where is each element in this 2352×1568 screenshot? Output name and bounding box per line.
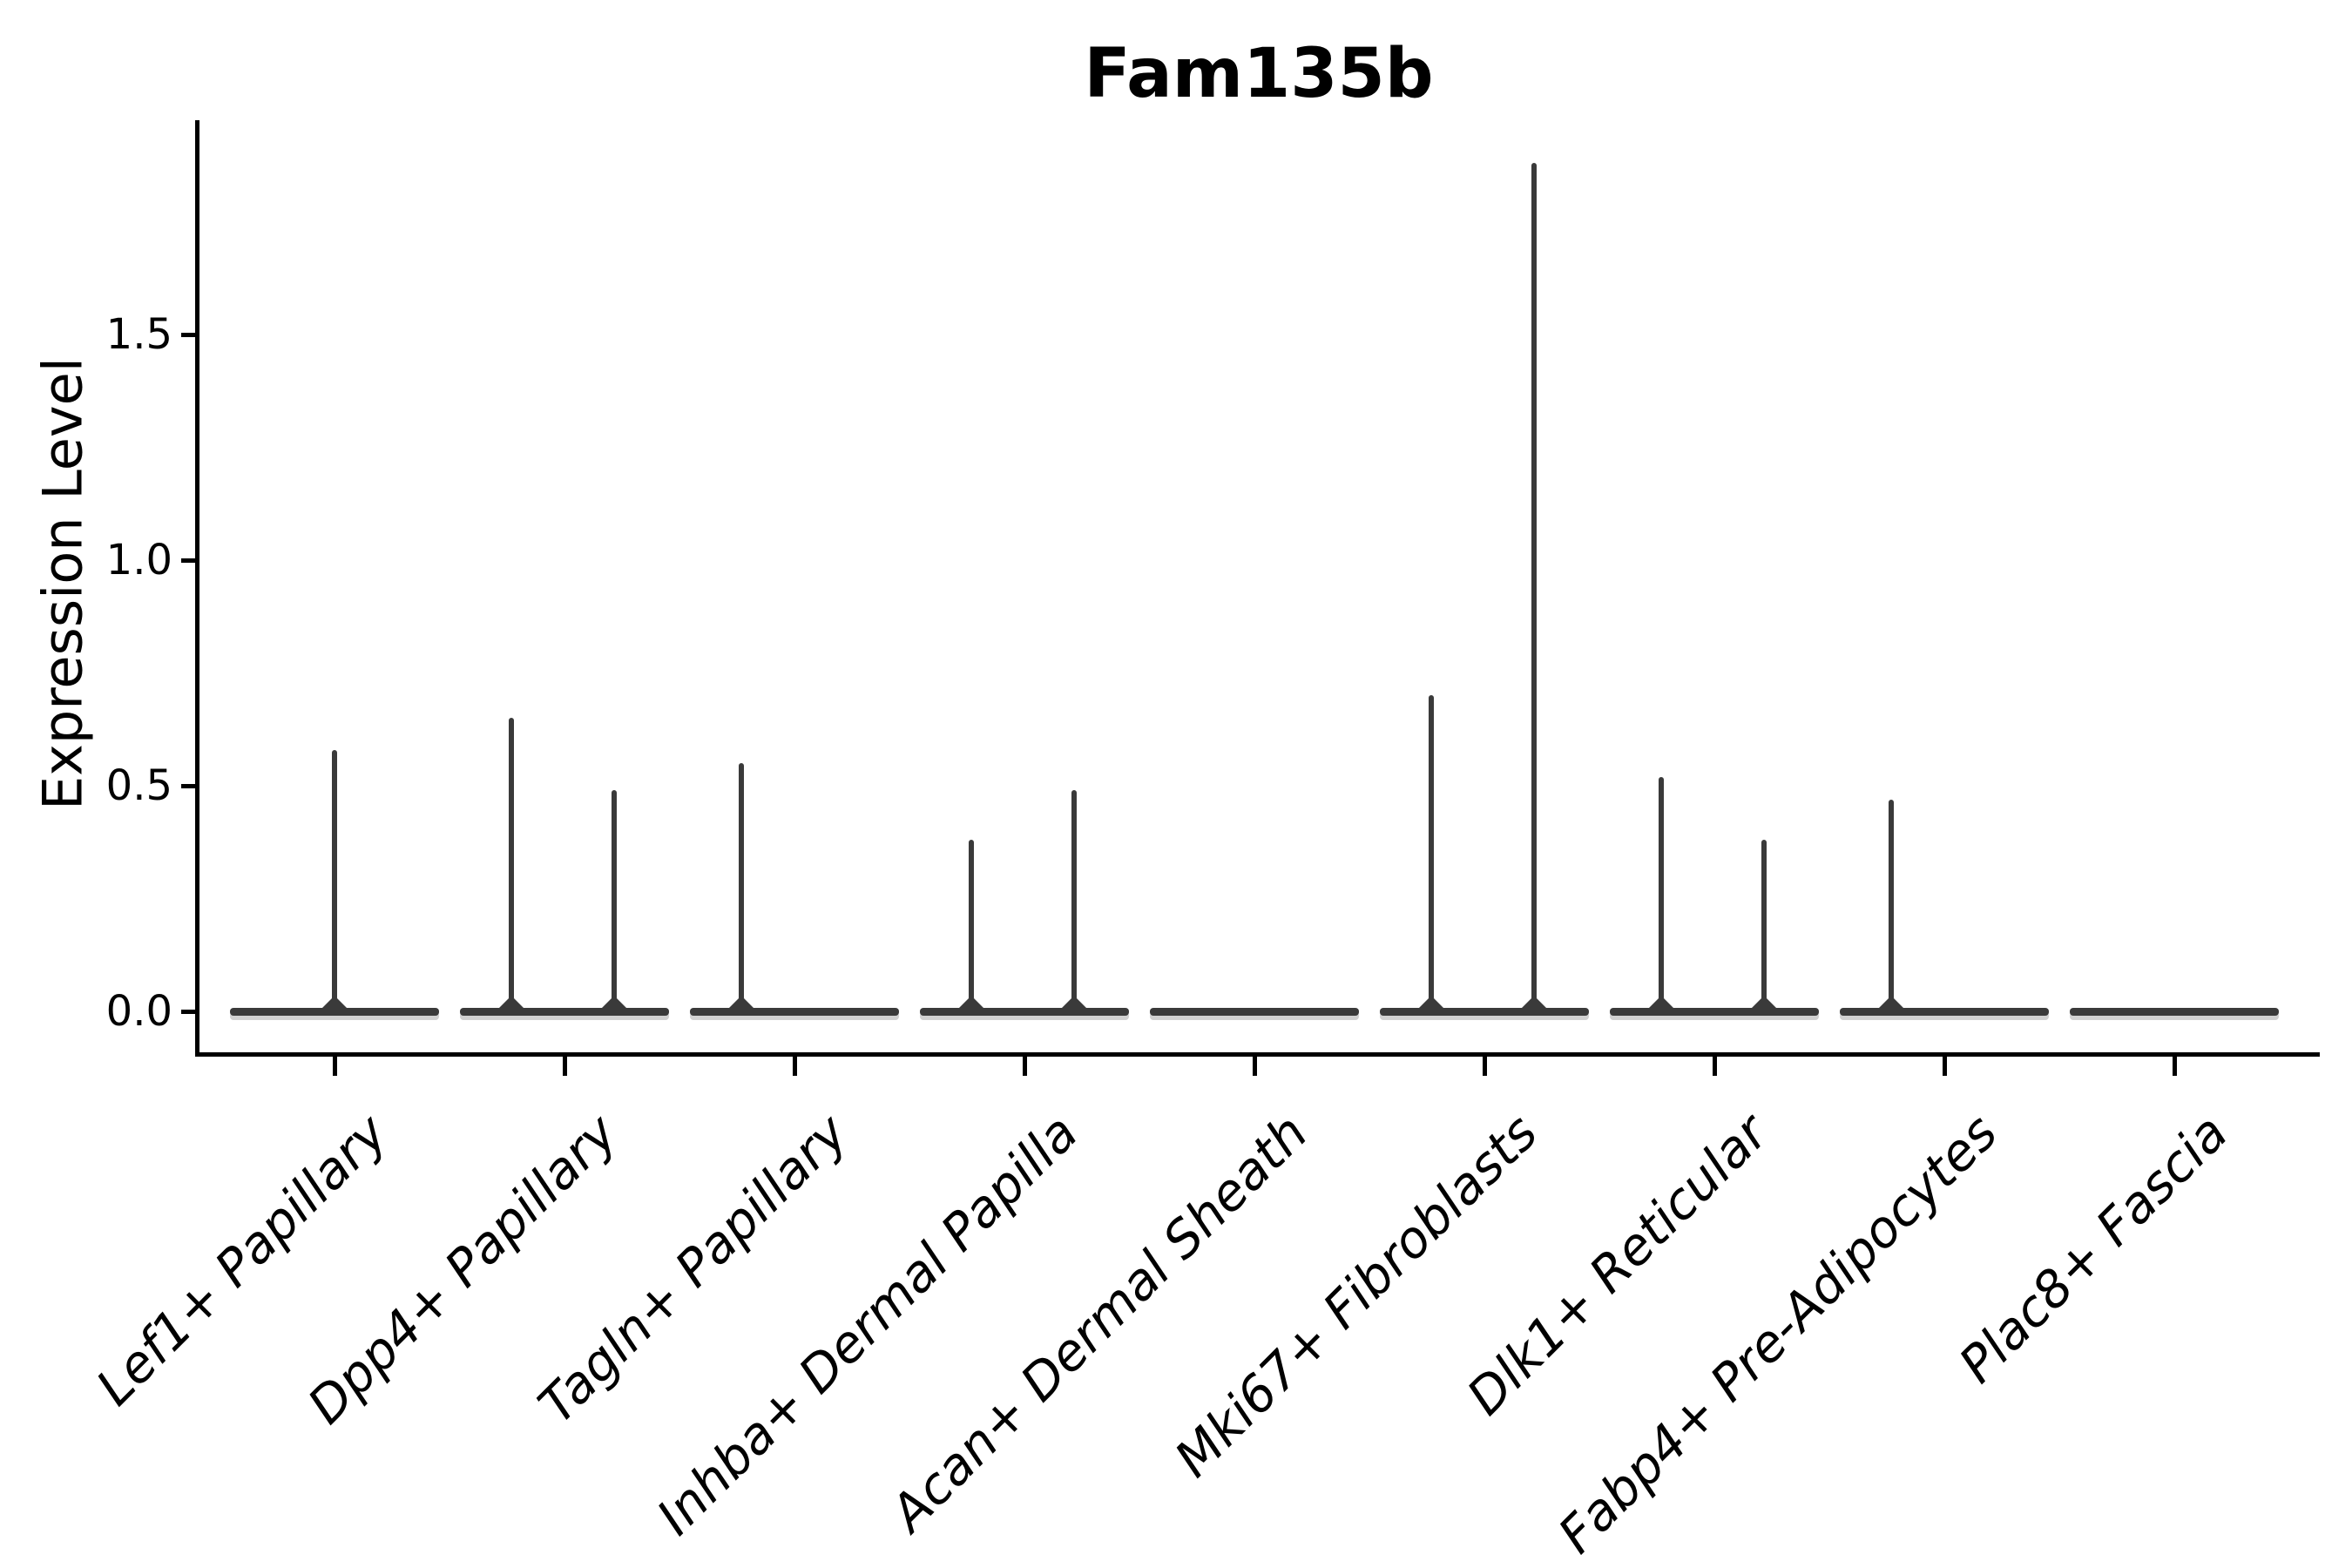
- violin-needle-flare: [1877, 996, 1905, 1010]
- violin-needle: [739, 763, 744, 1011]
- y-tick-mark: [181, 558, 195, 563]
- violin-needle-flare: [1060, 996, 1088, 1010]
- violin-needle-flare: [1520, 996, 1548, 1010]
- y-tick-mark: [181, 784, 195, 788]
- violin-base: [230, 1008, 439, 1016]
- violin-base: [1840, 1008, 2049, 1016]
- y-tick-mark: [181, 333, 195, 337]
- violin-needle-flare: [1750, 996, 1778, 1010]
- violin-needle-flare: [1647, 996, 1675, 1010]
- violin-base: [920, 1008, 1129, 1016]
- x-tick-mark: [793, 1057, 797, 1076]
- x-tick-mark: [1943, 1057, 1947, 1076]
- y-tick-mark: [181, 1010, 195, 1014]
- violin-needle-flare: [1417, 996, 1445, 1010]
- chart-title: Fam135b: [1084, 35, 1434, 113]
- violin-needle: [332, 750, 337, 1011]
- x-tick-mark: [333, 1057, 337, 1076]
- x-tick-mark: [563, 1057, 567, 1076]
- y-axis-spine: [195, 120, 199, 1057]
- y-tick-label: 1.5: [105, 310, 172, 359]
- violin-needle: [969, 840, 974, 1011]
- violin-needle: [1761, 840, 1767, 1011]
- y-tick-label: 1.0: [105, 536, 172, 585]
- violin-needle: [509, 718, 514, 1011]
- x-axis-spine: [195, 1052, 2320, 1057]
- violin-needle-flare: [600, 996, 628, 1010]
- violin-base: [1610, 1008, 1819, 1016]
- x-tick-label-5: Acan+ Dermal Sheath: [879, 1103, 1320, 1543]
- violin-needle-flare: [321, 996, 348, 1010]
- x-tick-label-8: Fabp4+ Pre-Adipocytes: [1546, 1103, 2010, 1565]
- violin-base: [1380, 1008, 1589, 1016]
- violin-needle-flare: [957, 996, 985, 1010]
- x-tick-mark: [2173, 1057, 2177, 1076]
- x-tick-mark: [1253, 1057, 1257, 1076]
- x-tick-label-4: Inhba+ Dermal Papilla: [645, 1103, 1090, 1547]
- y-axis-label: Expression Level: [30, 357, 95, 810]
- x-tick-mark: [1713, 1057, 1717, 1076]
- violin-needle: [1429, 695, 1434, 1011]
- x-tick-mark: [1023, 1057, 1027, 1076]
- violin-base: [690, 1008, 899, 1016]
- violin-needle-flare: [727, 996, 755, 1010]
- violin-needle: [1889, 800, 1894, 1011]
- violin-needle: [1071, 790, 1077, 1011]
- violin-needle-flare: [497, 996, 525, 1010]
- violin-needle: [1531, 163, 1537, 1011]
- y-tick-label: 0.0: [105, 987, 172, 1036]
- violin-needle: [1659, 777, 1664, 1011]
- y-tick-label: 0.5: [105, 761, 172, 810]
- violin-base: [2070, 1008, 2279, 1016]
- violin-base: [1150, 1008, 1359, 1016]
- violin-needle: [612, 790, 617, 1011]
- x-tick-mark: [1483, 1057, 1487, 1076]
- violin-base: [460, 1008, 669, 1016]
